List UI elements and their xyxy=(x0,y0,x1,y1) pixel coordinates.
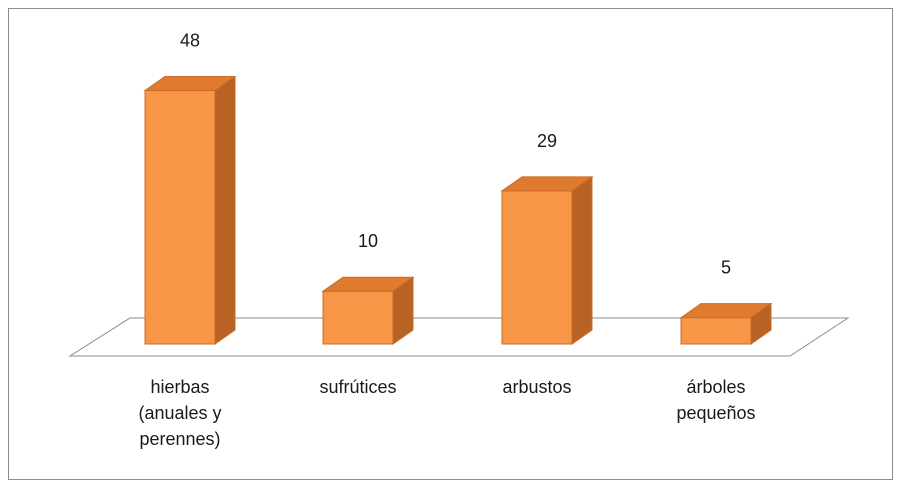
category-label-3: árboles pequeños xyxy=(676,377,755,423)
category-label-line: perennes) xyxy=(139,429,220,449)
bar-2 xyxy=(500,175,594,345)
bar-front-2 xyxy=(501,190,573,345)
bar-side-3 xyxy=(750,302,772,345)
category-label-line: sufrútices xyxy=(319,377,396,397)
category-label-line: hierbas xyxy=(150,377,209,397)
bars-group xyxy=(143,75,773,345)
bar-value-label-3: 5 xyxy=(721,258,731,278)
category-label-line: pequeños xyxy=(676,403,755,423)
category-label-0: hierbas (anuales y perennes) xyxy=(138,377,221,449)
category-label-line: arbustos xyxy=(502,377,571,397)
category-label-line: árboles xyxy=(686,377,745,397)
bar-front-0 xyxy=(144,90,216,345)
category-labels-group: hierbas (anuales y perennes) sufrútices arbu… xyxy=(138,377,755,449)
category-label-1: sufrútices xyxy=(319,377,396,397)
bar-side-1 xyxy=(392,276,414,345)
chart-floor xyxy=(68,317,850,357)
bar-0 xyxy=(143,75,237,345)
bar-value-label-1: 10 xyxy=(358,231,378,251)
bar-value-label-2: 29 xyxy=(537,131,557,151)
category-label-line: (anuales y xyxy=(138,403,221,423)
bar-front-3 xyxy=(680,317,752,345)
bar-value-label-0: 48 xyxy=(180,31,200,51)
bar-1 xyxy=(321,276,415,345)
value-labels-group: 48 10 29 5 xyxy=(180,31,731,278)
bar-side-2 xyxy=(571,175,593,345)
bar-3 xyxy=(679,302,773,345)
category-label-2: arbustos xyxy=(502,377,571,397)
bar-front-1 xyxy=(322,290,394,345)
bar-side-0 xyxy=(214,75,236,345)
